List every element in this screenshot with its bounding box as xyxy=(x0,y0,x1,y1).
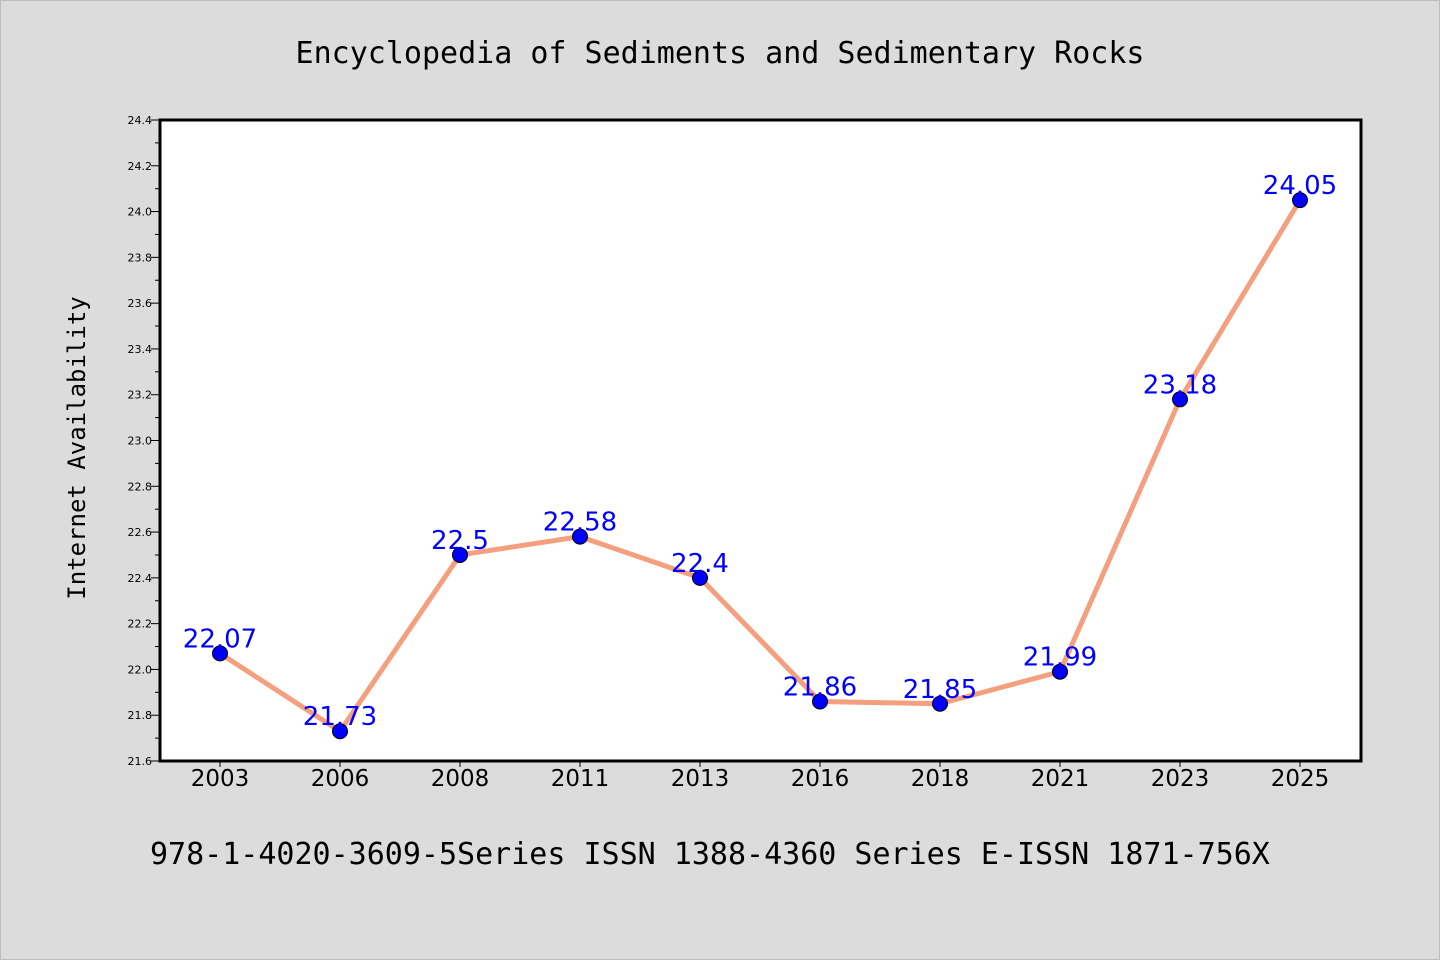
y-tick-label: 23.4 xyxy=(128,343,153,356)
data-point xyxy=(812,693,828,710)
data-label: 24.05 xyxy=(1263,171,1337,201)
y-tick-label: 21.8 xyxy=(128,709,153,722)
x-axis: 2003 2006 2008 2011 2013 2016 2018 2021 2023 2025 xyxy=(191,761,1330,792)
y-tick-label: 23.8 xyxy=(128,251,153,264)
plot-area xyxy=(160,120,1361,761)
data-label: 22.4 xyxy=(671,549,729,579)
y-tick-label: 23.2 xyxy=(128,389,153,402)
y-axis-label: Internet Availability xyxy=(63,296,91,599)
x-tick-label: 2023 xyxy=(1151,766,1210,792)
data-point xyxy=(332,723,348,740)
series-1 xyxy=(212,192,1308,740)
y-tick-label: 22.0 xyxy=(128,663,153,676)
chart-title: Encyclopedia of Sediments and Sedimentar… xyxy=(296,36,1145,71)
data-point xyxy=(212,645,228,662)
y-tick-label: 22.2 xyxy=(128,618,153,631)
y-tick-label: 24.2 xyxy=(128,160,153,173)
y-tick-label: 24.4 xyxy=(128,114,153,127)
data-label: 21.73 xyxy=(303,702,377,732)
data-label: 21.99 xyxy=(1023,643,1097,673)
x-tick-label: 2013 xyxy=(671,766,730,792)
series-line xyxy=(217,197,1303,734)
x-tick-label: 2025 xyxy=(1271,766,1330,792)
data-point xyxy=(572,528,588,545)
footer-text: 978-1-4020-3609-5Series ISSN 1388-4360 S… xyxy=(150,837,1270,872)
data-point xyxy=(452,546,468,563)
y-tick-label: 22.6 xyxy=(128,526,153,539)
data-label: 21.86 xyxy=(783,672,857,702)
data-point xyxy=(692,569,708,586)
data-point xyxy=(1292,192,1308,209)
plot-frame xyxy=(158,118,1363,763)
y-tick-label: 21.6 xyxy=(128,755,153,768)
y-tick-label: 23.6 xyxy=(128,297,153,310)
data-point xyxy=(1172,391,1188,408)
x-tick-label: 2016 xyxy=(791,766,850,792)
data-label: 23.18 xyxy=(1143,370,1217,400)
x-tick-label: 2003 xyxy=(191,766,250,792)
y-tick-label: 22.8 xyxy=(128,480,153,493)
x-tick-label: 2008 xyxy=(431,766,490,792)
data-label: 22.07 xyxy=(183,624,257,654)
data-label: 21.85 xyxy=(903,675,977,705)
y-tick-label: 22.4 xyxy=(128,572,153,585)
x-tick-label: 2021 xyxy=(1031,766,1090,792)
x-tick-label: 2018 xyxy=(911,766,970,792)
data-point xyxy=(932,695,948,712)
x-tick-label: 2006 xyxy=(311,766,370,792)
data-point xyxy=(1052,663,1068,680)
data-label: 22.58 xyxy=(543,508,617,538)
data-labels: 22.07 21.73 22.5 22.58 22.4 21.86 21.85 21.99 23… xyxy=(183,171,1337,732)
x-tick-label: 2011 xyxy=(551,766,610,792)
y-tick-label: 24.0 xyxy=(128,206,153,219)
data-label: 22.5 xyxy=(431,526,489,556)
y-tick-label: 23.0 xyxy=(128,435,153,448)
y-axis: 21.6 21.8 22.0 22.2 22.4 22.6 22.8 23.0 23.2 23.4… xyxy=(128,114,160,768)
